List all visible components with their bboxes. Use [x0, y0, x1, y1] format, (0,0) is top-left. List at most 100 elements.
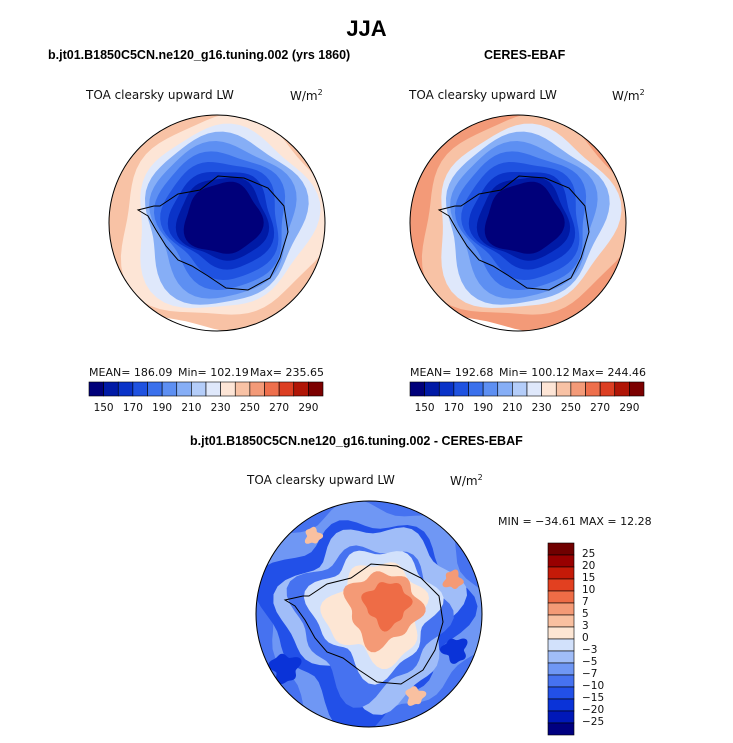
- panel1-colorbar-bin: [278, 381, 295, 397]
- panel1-colorbar-bin: [308, 381, 324, 397]
- panel2-colorbar-tick-label: 230: [531, 402, 552, 414]
- panel2-variable-label: TOA clearsky upward LW: [409, 88, 557, 102]
- panel2-colorbar-bin: [438, 381, 455, 397]
- panel1-colorbar: [88, 381, 324, 397]
- panel1-mean: MEAN= 186.09: [89, 366, 173, 379]
- panel3-anomaly-patch: [442, 569, 464, 589]
- panel3-colorbar-tick-label: −15: [582, 692, 605, 704]
- panel3-colorbar-bin: [547, 566, 575, 580]
- panel2-contour-band: [484, 181, 565, 254]
- panel2-colorbar: [409, 381, 645, 397]
- panel1-colorbar-bin: [103, 381, 119, 397]
- panel3-colorbar-bin: [547, 638, 575, 652]
- panel3-colorbar-tick-label: −7: [582, 668, 598, 680]
- panel2-colorbar-tick-label: 270: [590, 402, 611, 414]
- panel3-colorbar-bin: [547, 590, 575, 604]
- panel3-map-border: [255, 500, 483, 728]
- panel1-colorbar-tick-label: 170: [122, 402, 143, 414]
- panel2-colorbar-tick-label: 170: [443, 402, 464, 414]
- figure-title: JJA: [346, 16, 387, 41]
- panel2-colorbar-bin: [555, 381, 572, 397]
- panel3-colorbar-bin: [547, 662, 575, 676]
- panel2-colorbar-bin: [468, 381, 484, 397]
- panel1-colorbar-tick-label: 290: [298, 402, 319, 414]
- panel3-colorbar-tick-label: 10: [582, 584, 596, 596]
- panel2-colorbar-bin: [570, 381, 586, 397]
- panel1-colorbar-tick-label: 190: [152, 402, 173, 414]
- panel1-colorbar-tick-label: 270: [269, 402, 290, 414]
- panel3-min-max: MIN = −34.61 MAX = 12.28: [498, 515, 652, 528]
- panel3-contour-band: [361, 582, 413, 632]
- panel2-colorbar-bin: [424, 381, 440, 397]
- panel3-colorbar-bin: [547, 614, 575, 628]
- panel3-anomaly-patch: [304, 526, 324, 544]
- panel3-colorbar-bin: [547, 674, 575, 688]
- panel1-colorbar-bin: [249, 381, 265, 397]
- panel3-colorbar-tick-label: −3: [582, 644, 598, 656]
- panel3-colorbar-tick-label: 20: [582, 560, 596, 572]
- panel2-colorbar-bin: [541, 381, 557, 397]
- panel3-colorbar-bin: [547, 578, 575, 592]
- panel3-colorbar-bin: [547, 698, 575, 712]
- panel3-colorbar-tick-label: −10: [582, 680, 605, 692]
- panel1-colorbar-bin: [132, 381, 148, 397]
- panel3-colorbar-tick-label: −20: [582, 704, 605, 716]
- panel2-mean: MEAN= 192.68: [410, 366, 494, 379]
- panel1-contour-band: [183, 181, 264, 254]
- panel1-colorbar-tick-label: 230: [210, 402, 231, 414]
- panel2-colorbar-bin: [614, 381, 630, 397]
- panel3-antarctica-coastline: [283, 563, 444, 685]
- panel3-units-label: W/m2: [450, 473, 483, 488]
- panel2-colorbar-bin: [497, 381, 513, 397]
- panel1-colorbar-bin: [264, 381, 280, 397]
- panel1-max: Max= 235.65: [250, 366, 324, 379]
- panel2-colorbar-bin: [512, 381, 528, 397]
- panel2-colorbar-tick-label: 150: [414, 402, 435, 414]
- panel1-colorbar-bin: [88, 381, 104, 397]
- panel2-antarctica-coastline: [437, 175, 590, 291]
- panel3-colorbar-tick-label: −5: [582, 656, 598, 668]
- panel2-polar-map: [409, 114, 627, 332]
- panel3-colorbar-tick-label: 5: [582, 608, 589, 620]
- panel2-colorbar-tick-label: 250: [560, 402, 581, 414]
- panel1-units-label: W/m2: [290, 88, 323, 103]
- panel1-colorbar-bin: [293, 381, 309, 397]
- panel3-colorbar-tick-label: 25: [582, 548, 596, 560]
- panel3-title: b.jt01.B1850C5CN.ne120_g16.tuning.002 - …: [190, 434, 523, 448]
- panel1-antarctica-coastline: [136, 175, 289, 291]
- panel3-colorbar-bin: [547, 626, 575, 640]
- panel3-colorbar-bin: [547, 710, 575, 724]
- panel2-colorbar-bin: [482, 381, 499, 397]
- panel2-colorbar-tick-label: 210: [502, 402, 523, 414]
- panel3-colorbar-bin: [547, 650, 575, 664]
- panel3-colorbar-tick-label: 7: [582, 596, 589, 608]
- panel3-colorbar-bin: [547, 542, 575, 556]
- panel2-colorbar-bin: [453, 381, 469, 397]
- panel3-anomaly-patch: [405, 686, 427, 706]
- panel3-variable-label: TOA clearsky upward LW: [247, 473, 395, 487]
- panel3-colorbar-tick-label: 15: [582, 572, 596, 584]
- panel1-variable-label: TOA clearsky upward LW: [86, 88, 234, 102]
- panel2-map-border: [409, 114, 627, 332]
- panel2-colorbar-bin: [599, 381, 616, 397]
- panel2-min: Min= 100.12: [499, 366, 570, 379]
- panel1-colorbar-bin: [147, 381, 163, 397]
- panel1-title: b.jt01.B1850C5CN.ne120_g16.tuning.002 (y…: [48, 48, 351, 62]
- panel2-colorbar-tick-label: 190: [473, 402, 494, 414]
- panel1-map-border: [108, 114, 326, 332]
- panel2-colorbar-bin: [409, 381, 425, 397]
- panel1-polar-map: [108, 114, 326, 332]
- panel3-polar-map: [255, 500, 483, 728]
- panel3-anomaly-patch: [268, 653, 302, 685]
- panel1-min: Min= 102.19: [178, 366, 249, 379]
- panel3-colorbar: [547, 542, 575, 736]
- panel3-colorbar-bin: [547, 686, 575, 700]
- panel1-colorbar-bin: [117, 381, 134, 397]
- panel1-colorbar-tick-label: 210: [181, 402, 202, 414]
- panel2-colorbar-tick-label: 290: [619, 402, 640, 414]
- panel1-colorbar-bin: [234, 381, 251, 397]
- panel3-colorbar-bin: [547, 722, 575, 736]
- panel2-colorbar-bin: [629, 381, 645, 397]
- panel2-colorbar-bin: [526, 381, 542, 397]
- panel1-colorbar-tick-label: 150: [93, 402, 114, 414]
